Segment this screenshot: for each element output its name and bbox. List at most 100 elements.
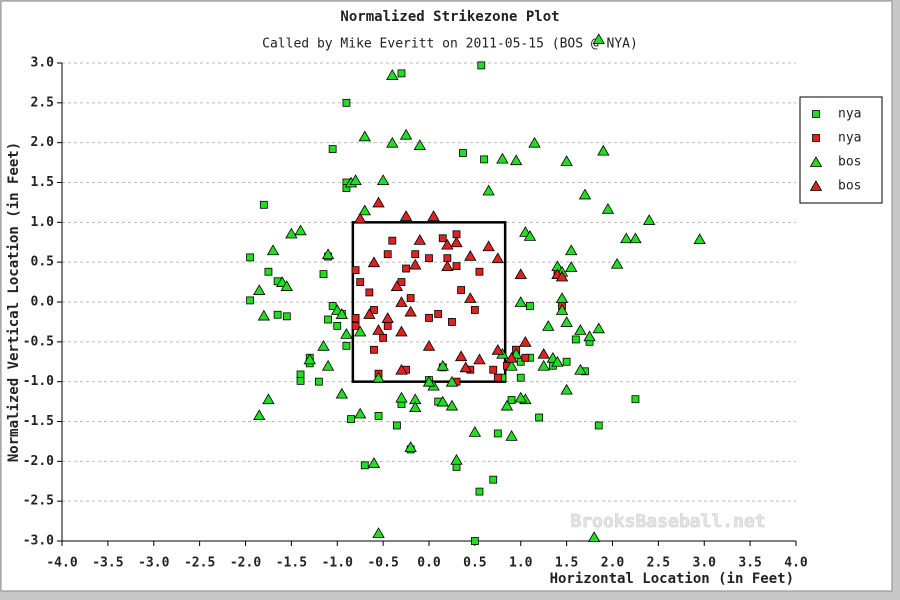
point [372,371,385,383]
point [631,395,640,404]
y-tick-label: -1.5 [23,414,54,429]
point [406,294,415,302]
y-tick-label: 1.5 [31,175,54,190]
point [560,383,573,395]
point [370,345,378,354]
point [257,309,271,321]
point [475,267,484,276]
y-tick-label: 1.0 [31,215,55,230]
point [441,260,454,272]
point [259,200,268,209]
point [335,308,349,319]
point [372,527,385,538]
point [356,278,365,286]
point [317,340,330,351]
point [374,412,383,420]
point [413,234,427,245]
point [342,98,351,107]
point [425,254,433,263]
point [409,258,422,270]
point [493,373,502,382]
point [425,314,433,322]
point [390,280,404,291]
point [367,256,381,268]
point [526,302,534,310]
x-tick-label: 2.0 [601,556,625,571]
point [514,268,527,280]
point [475,487,484,496]
point [379,333,388,342]
point [519,336,532,347]
y-tick-label: -3.0 [23,534,54,549]
point [351,314,360,322]
point [436,395,449,407]
point [351,266,360,275]
point [464,249,477,261]
point [358,204,371,216]
point [395,296,408,307]
point [560,155,573,166]
point [560,316,573,327]
y-tick-label: -0.5 [23,334,54,349]
point [436,359,449,371]
point [296,370,305,379]
x-tick-label: 0.5 [463,556,486,571]
point [505,351,518,363]
point [264,267,273,276]
point [427,210,440,221]
chart-subtitle: Called by Mike Everitt on 2011-05-15 (BO… [262,37,638,52]
point [441,238,454,250]
x-tick-label: 3.5 [738,556,761,571]
point [535,413,543,422]
point [347,415,355,424]
point [592,33,605,44]
point [489,475,498,484]
point [468,426,482,437]
point [445,399,459,411]
point [262,393,275,405]
x-tick-label: -2.0 [230,556,261,571]
point [342,341,351,350]
point [537,347,550,359]
chart-title: Normalized Strikezone Plot [340,9,559,25]
point [395,391,408,403]
point [459,149,467,157]
legend-marker [812,110,820,118]
point [480,155,488,164]
point [321,248,335,260]
point [507,396,516,404]
x-tick-label: -3.5 [92,556,123,571]
point [319,270,328,279]
x-tick-label: 2.5 [647,556,670,571]
x-tick-label: -2.5 [184,556,215,571]
y-axis-label: Normalized Vertical Location (in Feet) [6,142,22,462]
point [470,537,479,545]
point [353,212,367,224]
y-tick-label: -2.0 [23,454,54,469]
point [489,365,498,374]
point [370,306,378,314]
point [402,264,410,273]
point [397,278,406,286]
point [392,421,401,430]
point [372,324,385,335]
point [491,252,505,264]
point [693,233,706,244]
point [571,335,580,344]
point [514,296,527,307]
point [365,288,374,297]
point [448,318,456,326]
point [351,321,360,330]
point [404,305,417,317]
point [493,429,502,438]
point [280,280,293,291]
watermark: BrooksBaseball.net [570,511,765,532]
point [246,296,254,305]
point [404,441,417,452]
point [372,196,385,208]
point [282,312,291,321]
point [565,244,578,256]
point [452,262,461,271]
point [411,250,420,259]
point [574,363,587,375]
